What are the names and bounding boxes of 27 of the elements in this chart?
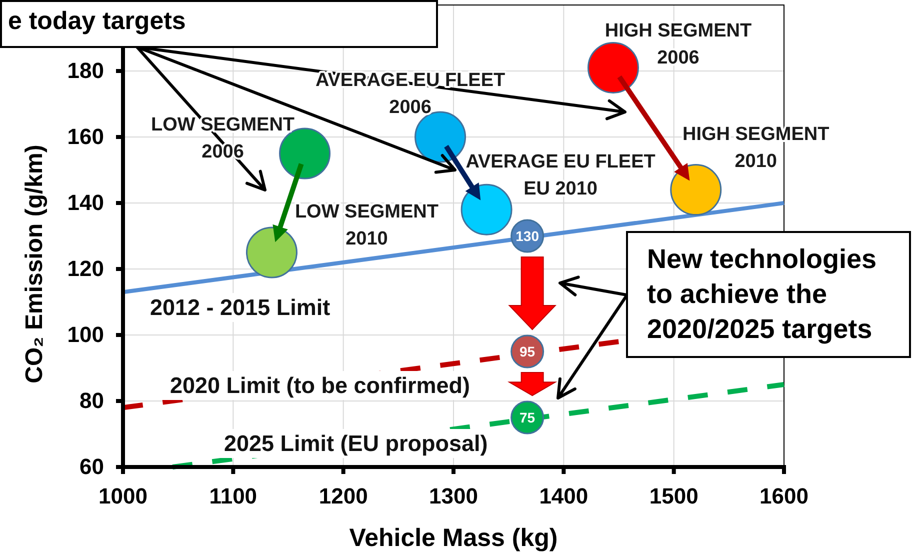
series-label: 2012 - 2015 Limit xyxy=(150,295,331,320)
data-label: 130 xyxy=(516,228,540,244)
y-tick-label: 140 xyxy=(67,190,104,216)
x-tick-label: 1400 xyxy=(539,484,588,509)
x-tick-label: 1300 xyxy=(429,484,478,509)
y-tick-label: 100 xyxy=(67,322,104,348)
y-tick-label: 60 xyxy=(80,454,104,480)
x-tick-label: 1100 xyxy=(209,484,258,509)
annotation: New technologies to achieve the 2020/2025 targets xyxy=(647,244,877,344)
series-label: AVERAGE EU FLEET EU 2010 xyxy=(466,152,656,200)
y-tick-label: 180 xyxy=(67,58,104,84)
series-label: LOW SEGMENT 2010 xyxy=(294,202,439,250)
series-label: HIGH SEGMENT 2006 xyxy=(604,20,752,69)
y-tick-label: 80 xyxy=(80,388,104,414)
series-label: 2025 Limit (EU proposal) xyxy=(224,431,488,456)
data-label: 95 xyxy=(520,344,536,360)
x-tick-label: 1500 xyxy=(649,484,698,509)
x-axis-title: Vehicle Mass (kg) xyxy=(349,524,558,552)
annotation: e today targets xyxy=(8,7,186,35)
y-tick-label: 120 xyxy=(67,256,104,282)
y-axis-title: CO₂ Emission (g/km) xyxy=(21,144,48,384)
x-tick-label: 1000 xyxy=(98,484,148,509)
data-label: 75 xyxy=(520,410,536,426)
x-tick-label: 1600 xyxy=(760,484,808,509)
legend-label: 2020 Limit (to be confirmed) xyxy=(170,373,470,398)
x-tick-label: 1200 xyxy=(318,484,368,509)
y-tick-label: 160 xyxy=(67,124,104,150)
